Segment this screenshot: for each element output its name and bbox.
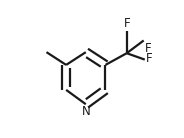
Text: F: F	[123, 17, 130, 30]
Text: F: F	[145, 42, 151, 55]
Text: F: F	[146, 52, 153, 65]
Text: N: N	[82, 105, 90, 118]
